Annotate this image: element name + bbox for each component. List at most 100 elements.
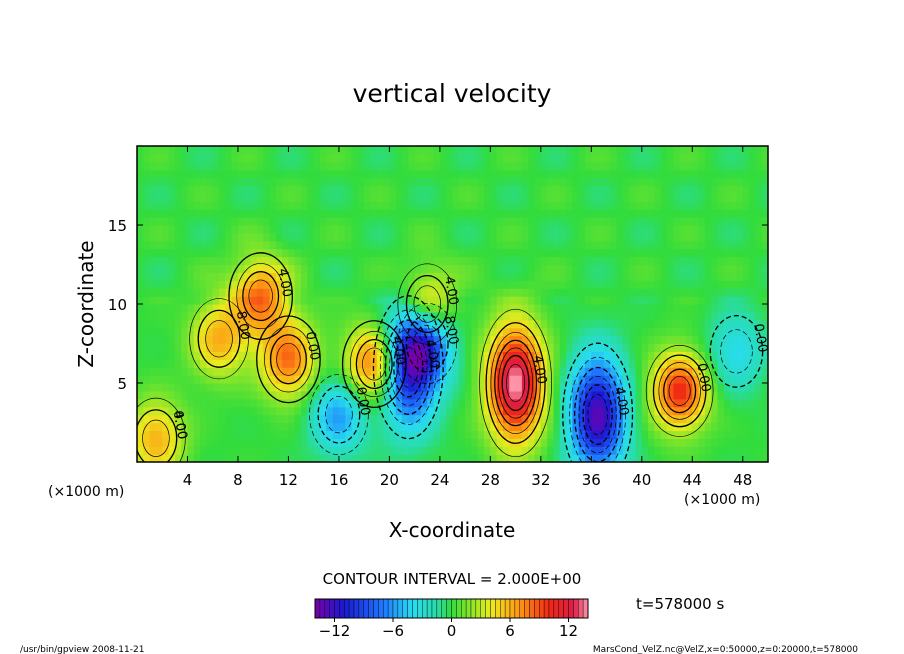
field-cell	[313, 438, 321, 447]
field-cell	[484, 311, 491, 321]
x-unit-right: (×1000 m)	[684, 492, 760, 508]
field-cell	[269, 438, 277, 447]
field-cell	[225, 398, 233, 408]
field-cell	[484, 422, 491, 431]
field-cell	[761, 248, 768, 258]
field-cell	[269, 327, 277, 337]
field-cell	[742, 304, 750, 313]
field-cell	[389, 351, 397, 360]
field-cell	[439, 280, 447, 289]
field-cell	[326, 225, 334, 234]
field-cell	[402, 430, 409, 439]
field-cell	[155, 406, 163, 416]
field-cell	[294, 161, 302, 171]
field-cell	[269, 454, 277, 462]
field-cell	[307, 438, 315, 447]
field-cell	[502, 422, 510, 431]
field-cell	[509, 280, 517, 289]
field-cell	[181, 343, 189, 352]
field-cell	[698, 193, 706, 202]
field-cell	[231, 319, 239, 329]
field-cell	[452, 351, 460, 360]
field-cell	[206, 288, 214, 297]
field-cell	[559, 319, 567, 329]
field-cell	[370, 438, 378, 447]
field-cell	[439, 217, 447, 226]
field-cell	[477, 311, 485, 321]
field-cell	[414, 185, 422, 194]
field-cell	[509, 248, 517, 258]
field-cell	[547, 351, 555, 360]
field-cell	[389, 272, 397, 281]
field-cell	[616, 454, 624, 462]
field-cell	[364, 280, 372, 289]
field-cell	[641, 201, 649, 210]
field-cell	[717, 351, 725, 360]
field-cell	[137, 359, 144, 368]
field-cell	[755, 193, 763, 202]
field-cell	[250, 240, 258, 250]
contour-line	[355, 339, 393, 390]
field-cell	[288, 430, 296, 439]
field-cell	[237, 319, 245, 329]
field-cell	[269, 296, 277, 305]
field-cell	[200, 351, 208, 360]
field-cell	[174, 161, 182, 171]
field-cell	[685, 225, 693, 234]
field-cell	[698, 343, 706, 352]
field-cell	[692, 288, 700, 297]
colorbar-cell	[500, 598, 506, 619]
field-cell	[345, 248, 353, 258]
field-cell	[345, 217, 353, 226]
field-cell	[736, 351, 744, 360]
field-cell	[307, 256, 315, 266]
field-cell	[408, 177, 416, 187]
field-cell	[641, 383, 649, 392]
field-cell	[301, 193, 308, 202]
colorbar-cell	[441, 598, 447, 619]
field-cell	[288, 398, 296, 408]
field-cell	[250, 343, 258, 352]
field-cell	[597, 201, 605, 210]
field-cell	[389, 280, 397, 289]
field-cell	[282, 217, 290, 226]
field-cell	[345, 169, 353, 179]
field-cell	[244, 359, 252, 368]
field-cell	[402, 225, 409, 234]
field-cell	[761, 327, 768, 337]
field-cell	[723, 454, 731, 462]
field-cell	[465, 367, 473, 376]
field-cell	[711, 201, 719, 210]
field-cell	[231, 232, 239, 242]
field-cell	[698, 169, 706, 179]
contour-line	[137, 409, 178, 462]
field-cell	[307, 327, 315, 337]
field-cell	[654, 225, 662, 234]
field-cell	[622, 454, 630, 462]
field-cell	[357, 296, 365, 305]
field-cell	[408, 438, 416, 447]
field-cell	[610, 185, 618, 194]
field-cell	[414, 256, 422, 266]
field-cell	[395, 177, 403, 187]
field-cell	[641, 430, 649, 439]
field-cell	[704, 383, 712, 392]
field-cell	[521, 185, 529, 194]
field-cell	[193, 280, 201, 289]
field-cell	[515, 288, 523, 297]
field-cell	[458, 146, 466, 155]
contour-line	[325, 395, 353, 434]
field-cell	[155, 390, 163, 400]
field-cell	[452, 390, 460, 400]
field-cell	[572, 343, 580, 352]
field-cell	[408, 414, 416, 424]
field-cell	[622, 153, 630, 163]
field-cell	[673, 398, 681, 408]
field-cell	[357, 335, 365, 345]
field-cell	[288, 193, 296, 202]
field-cell	[275, 343, 283, 352]
field-cell	[206, 280, 214, 289]
field-cell	[717, 209, 725, 218]
field-cell	[206, 343, 214, 352]
field-cell	[585, 304, 592, 313]
